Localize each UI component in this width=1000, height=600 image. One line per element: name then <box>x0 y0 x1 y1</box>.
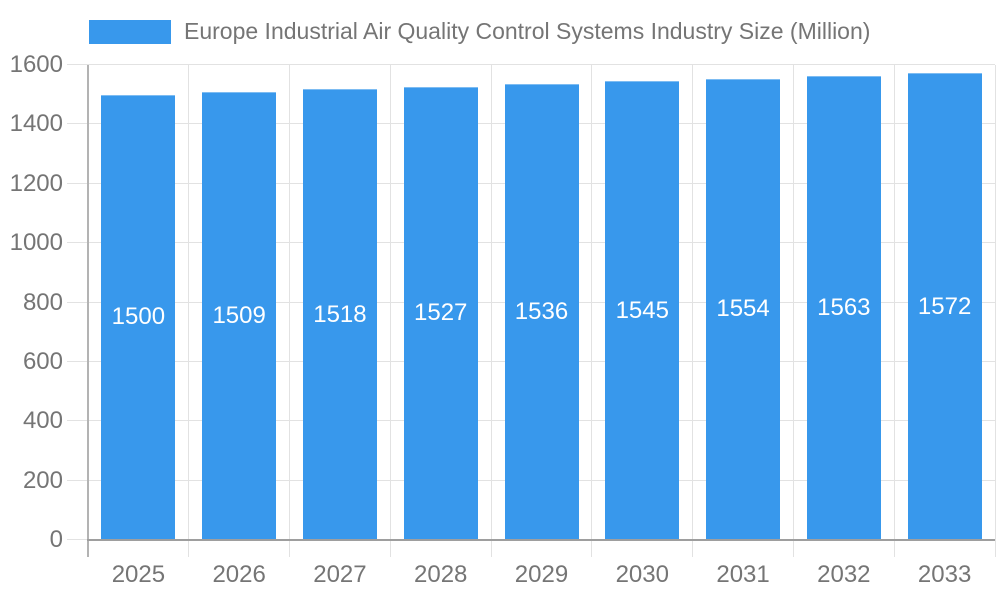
y-axis-tick-label: 0 <box>49 526 63 553</box>
bar-value-label: 1518 <box>313 300 367 328</box>
y-axis-tick-label: 400 <box>22 407 63 435</box>
legend-swatch <box>89 20 171 44</box>
y-axis-tick-label: 1000 <box>9 229 63 257</box>
x-axis-tick-label: 2028 <box>414 561 468 588</box>
legend-label: Europe Industrial Air Quality Control Sy… <box>184 18 871 44</box>
x-axis-tick-label: 2027 <box>313 561 367 588</box>
bar-value-label: 1545 <box>615 296 669 324</box>
x-gridline <box>591 65 593 557</box>
bar-value-label: 1500 <box>111 303 166 331</box>
x-gridline <box>289 65 291 557</box>
x-gridline <box>389 65 391 557</box>
y-axis-tick-label: 200 <box>22 466 63 494</box>
y-axis-line <box>87 65 89 557</box>
y-axis-tick-label: 1200 <box>9 169 63 197</box>
chart-legend[interactable]: Europe Industrial Air Quality Control Sy… <box>0 0 1000 56</box>
bar-value-label: 1554 <box>716 295 770 323</box>
x-axis-tick-label: 2025 <box>111 561 166 588</box>
bar[interactable] <box>806 75 881 540</box>
bar[interactable] <box>302 89 377 540</box>
y-axis-tick-label: 600 <box>22 347 63 375</box>
x-axis-tick-label: 2029 <box>514 561 569 588</box>
x-gridline <box>994 65 996 557</box>
bar[interactable] <box>605 81 680 540</box>
x-gridline <box>893 65 895 557</box>
bar-value-label: 1572 <box>917 292 972 320</box>
bar-value-label: 1527 <box>414 299 468 327</box>
x-axis-tick-label: 2033 <box>917 561 972 588</box>
bar[interactable] <box>403 86 478 540</box>
bar-value-label: 1563 <box>817 293 871 321</box>
bar[interactable] <box>202 92 277 540</box>
y-axis-tick-label: 1600 <box>9 51 63 78</box>
bar-value-label: 1509 <box>212 302 266 329</box>
bar[interactable] <box>907 73 982 540</box>
y-gridline <box>67 64 995 65</box>
x-axis-tick-label: 2031 <box>716 561 770 588</box>
x-gridline <box>792 65 794 557</box>
x-gridline <box>188 65 190 557</box>
y-axis-tick-label: 800 <box>22 288 63 316</box>
x-gridline <box>692 65 694 557</box>
y-axis-tick-label: 1400 <box>9 110 63 138</box>
x-axis-tick-label: 2030 <box>615 561 669 588</box>
x-gridline <box>490 65 492 557</box>
x-axis-tick-label: 2032 <box>817 561 871 588</box>
bar[interactable] <box>504 84 579 540</box>
bar-value-label: 1536 <box>514 298 569 325</box>
bar[interactable] <box>101 94 176 540</box>
x-axis-tick-label: 2026 <box>212 561 266 588</box>
bar[interactable] <box>706 78 781 540</box>
x-axis-line <box>87 539 995 541</box>
